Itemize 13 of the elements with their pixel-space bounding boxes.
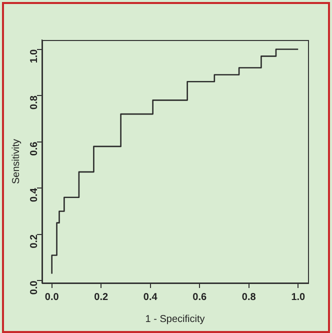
- x-tick-label: 0.8: [242, 292, 256, 303]
- y-tick-label: 0.2: [28, 234, 40, 248]
- y-tick-label: 0.6: [28, 141, 40, 156]
- y-axis-title: Sensitivity: [10, 138, 22, 184]
- x-tick-label: 0.2: [94, 292, 108, 303]
- x-tick-label: 0.6: [192, 292, 208, 303]
- y-tick-label: 0.8: [28, 95, 40, 110]
- y-tick-label: 1.0: [28, 48, 40, 64]
- y-tick-label: 0.4: [28, 188, 40, 202]
- x-tick-label: 1.0: [291, 292, 306, 303]
- x-tick-label: 0.4: [143, 292, 158, 303]
- x-tick-label: 0.0: [44, 292, 60, 303]
- x-axis-title: 1 - Specificity: [145, 314, 205, 325]
